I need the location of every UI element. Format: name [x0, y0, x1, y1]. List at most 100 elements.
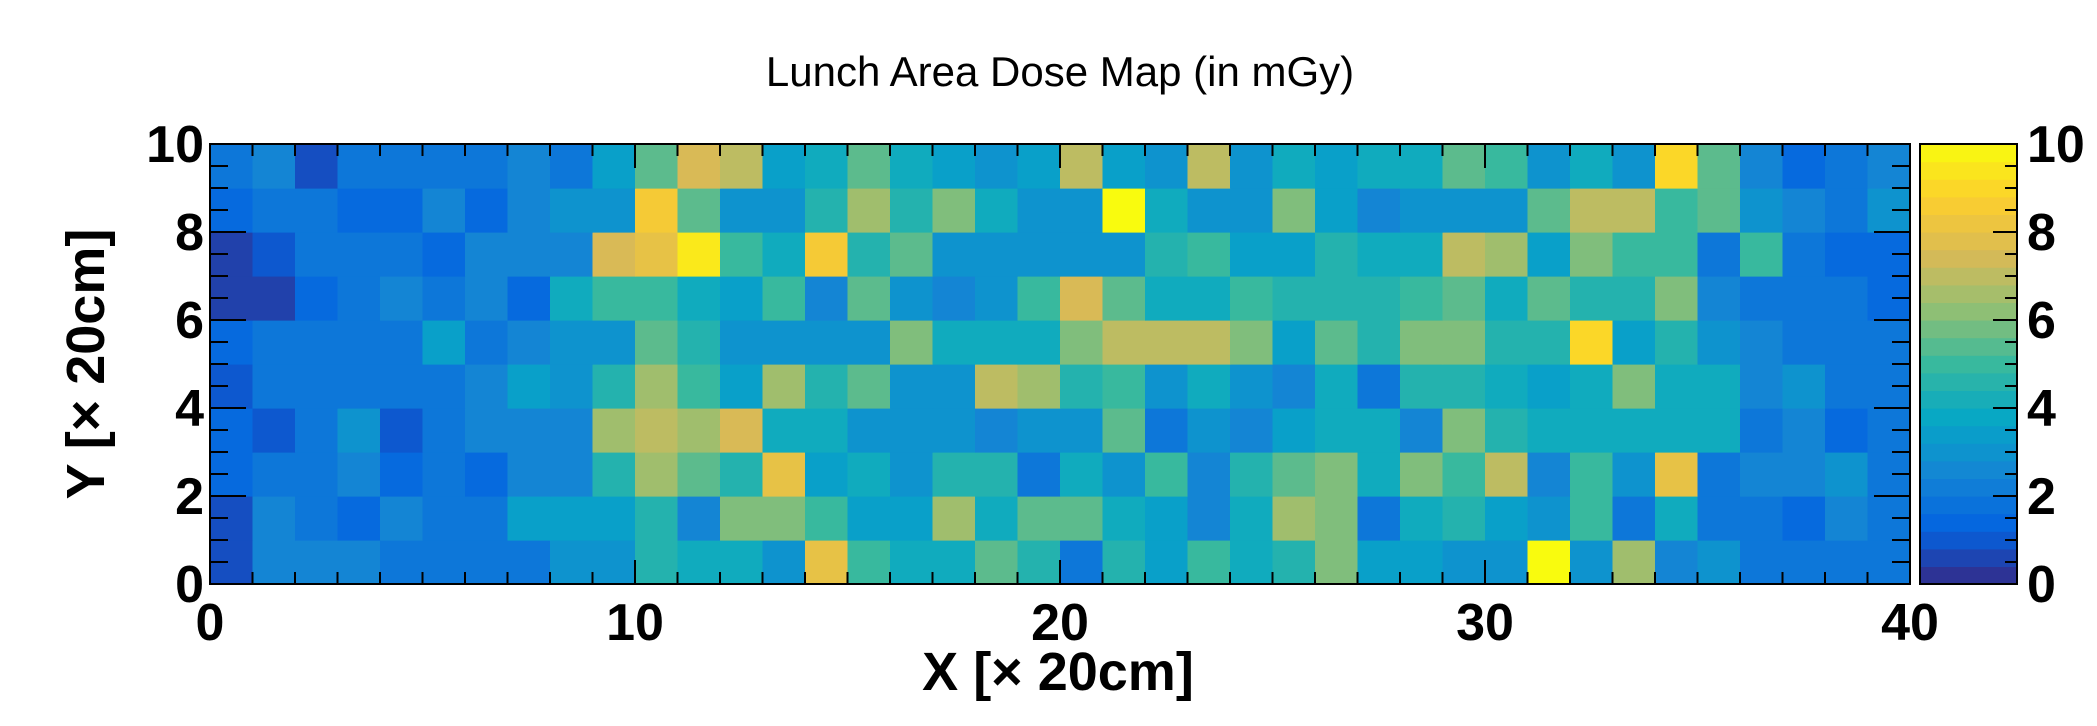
heatmap-cell	[1782, 364, 1826, 409]
heatmap-cell	[1272, 144, 1316, 189]
heatmap-cell	[1740, 232, 1784, 277]
heatmap-cell	[1315, 276, 1359, 321]
heatmap-cell	[1740, 320, 1784, 365]
heatmap-cell	[805, 188, 849, 233]
heatmap-cell	[1485, 188, 1529, 233]
color-scale-step	[1920, 478, 2017, 497]
heatmap-cell	[720, 408, 764, 453]
heatmap-cell	[1315, 232, 1359, 277]
heatmap-cell	[1060, 232, 1104, 277]
heatmap-cell	[975, 276, 1019, 321]
heatmap-cell	[550, 496, 594, 541]
heatmap-cell	[1570, 408, 1614, 453]
heatmap-cell	[550, 364, 594, 409]
heatmap-cell	[1740, 540, 1784, 585]
heatmap-cell	[1570, 452, 1614, 497]
heatmap-cell	[635, 276, 679, 321]
color-scale-step	[1920, 249, 2017, 268]
heatmap-cell	[465, 276, 509, 321]
heatmap-cell	[1017, 496, 1061, 541]
heatmap-cell	[1102, 452, 1146, 497]
color-scale-step	[1920, 460, 2017, 479]
heatmap-cell	[932, 320, 976, 365]
heatmap-cell	[1442, 188, 1486, 233]
heatmap-cell	[422, 496, 466, 541]
heatmap-cell	[295, 276, 339, 321]
heatmap-cell	[1782, 320, 1826, 365]
heatmap-cell	[1187, 144, 1231, 189]
heatmap-cell	[1145, 232, 1189, 277]
heatmap-cell	[1655, 320, 1699, 365]
heatmap-cell	[337, 320, 381, 365]
heatmap-cell	[1102, 364, 1146, 409]
heatmap-cell	[805, 320, 849, 365]
heatmap-cell	[380, 320, 424, 365]
heatmap-cell	[932, 364, 976, 409]
color-scale-label: 2	[2027, 468, 2056, 526]
heatmap-cell	[1272, 364, 1316, 409]
heatmap-cell	[1570, 276, 1614, 321]
heatmap-cell	[1612, 364, 1656, 409]
heatmap-cell	[1527, 320, 1571, 365]
heatmap-cell	[762, 540, 806, 585]
heatmap-cell	[1145, 496, 1189, 541]
heatmap-cell	[1102, 540, 1146, 585]
heatmap-cell	[1315, 452, 1359, 497]
y-axis-label: Y [× 20cm]	[56, 229, 116, 500]
color-scale-axis: 0 2 4 6 8 10	[1993, 116, 2085, 614]
heatmap-cell	[252, 144, 296, 189]
heatmap-cell	[932, 276, 976, 321]
heatmap-cell	[847, 364, 891, 409]
heatmap-cell	[507, 452, 551, 497]
heatmap-cell	[1272, 496, 1316, 541]
heatmap-cell	[1442, 408, 1486, 453]
heatmap-cell	[1825, 452, 1869, 497]
color-scale-step	[1920, 548, 2017, 567]
heatmap-cell	[975, 188, 1019, 233]
color-scale-step	[1920, 144, 2017, 163]
color-scale-label: 0	[2027, 556, 2056, 614]
heatmap-cell	[1527, 188, 1571, 233]
heatmap-cell	[975, 540, 1019, 585]
heatmap-cell	[1612, 540, 1656, 585]
heatmap-cell	[720, 364, 764, 409]
heatmap-cell	[1145, 320, 1189, 365]
heatmap-cell	[1145, 188, 1189, 233]
heatmap-cell	[1315, 408, 1359, 453]
heatmap-cell	[1400, 144, 1444, 189]
heatmap-cell	[1612, 276, 1656, 321]
heatmap-cell	[337, 276, 381, 321]
heatmap-cell	[1442, 540, 1486, 585]
heatmap-cell	[1612, 144, 1656, 189]
heatmap-cell	[252, 232, 296, 277]
heatmap-cell	[1187, 452, 1231, 497]
heatmap-cell	[1697, 320, 1741, 365]
heatmap-cell	[847, 320, 891, 365]
heatmap-cell	[805, 232, 849, 277]
heatmap-cell	[762, 276, 806, 321]
x-tick-label: 20	[1031, 594, 1089, 652]
heatmap-cell	[1060, 452, 1104, 497]
heatmap-cell	[252, 364, 296, 409]
color-scale-step	[1920, 232, 2017, 251]
heatmap-cell	[550, 276, 594, 321]
heatmap-cell	[295, 188, 339, 233]
heatmap-cell	[805, 276, 849, 321]
heatmap-cell	[1655, 276, 1699, 321]
heatmap-cell	[337, 144, 381, 189]
heatmap-cell	[1655, 188, 1699, 233]
heatmap-cell	[805, 364, 849, 409]
heatmap-cell	[1145, 364, 1189, 409]
heatmap-cell	[1527, 276, 1571, 321]
heatmap-cell	[380, 452, 424, 497]
heatmap-cell	[1442, 276, 1486, 321]
heatmap-cell	[1442, 232, 1486, 277]
heatmap-cell	[422, 320, 466, 365]
heatmap-cell	[975, 408, 1019, 453]
heatmap-cell	[1017, 452, 1061, 497]
heatmap-cell	[1017, 408, 1061, 453]
heatmap-cell	[847, 276, 891, 321]
heatmap-cell	[1102, 188, 1146, 233]
heatmap-cell	[550, 408, 594, 453]
heatmap-cell	[890, 408, 934, 453]
